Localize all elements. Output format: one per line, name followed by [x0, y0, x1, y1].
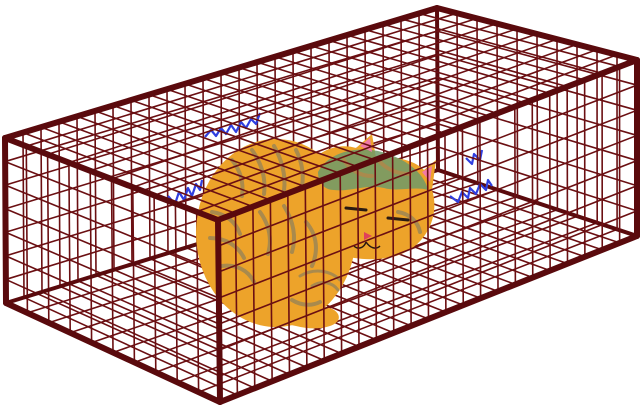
- cat-nose: [364, 232, 372, 240]
- cage-top-bar: [174, 48, 598, 205]
- cage-front-wall-bar: [479, 119, 482, 300]
- cage-floor-bar: [133, 208, 559, 364]
- cage-front-wall-bar: [339, 172, 343, 355]
- cage-left-wall-bar: [110, 178, 114, 354]
- cage-top-bar: [25, 12, 458, 147]
- cage-top-bar: [132, 38, 558, 188]
- cage-front-wall-bar: [409, 145, 412, 327]
- cage-frame-edge: [2, 5, 440, 141]
- cage-right-wall-bar: [516, 27, 519, 198]
- cage-frame-edge: [3, 300, 223, 405]
- cage-front-wall-bar: [321, 179, 326, 362]
- cage-right-wall-bar: [496, 22, 499, 191]
- cage-front-wall-bar: [426, 139, 430, 320]
- cage-back-wall-bar: [76, 115, 79, 282]
- cage-back-wall-bar: [400, 18, 403, 182]
- cage-front-wall-bar: [356, 165, 360, 348]
- cage-front-wall-bar: [234, 212, 239, 396]
- cage-top-bar: [68, 22, 498, 164]
- cage-front-wall-bar: [218, 134, 638, 299]
- cage-front-wall-bar: [374, 159, 378, 341]
- cage-left-wall-bar: [4, 184, 220, 273]
- cage-front-wall-bar: [217, 84, 638, 247]
- cage-frame-edge: [2, 135, 9, 306]
- cage-back-wall-bar: [418, 12, 421, 177]
- cage-front-wall-bar: [513, 105, 517, 286]
- cage-floor-bar: [155, 215, 579, 374]
- cage-frame-edge-back: [435, 6, 440, 172]
- cage-front-wall-bar: [218, 210, 638, 377]
- sleeping-cat-icon: [196, 134, 436, 329]
- cage-right-wall-bar: [536, 33, 539, 204]
- cage-left-wall-bar: [68, 161, 71, 334]
- cage-frame-edge: [215, 217, 223, 405]
- cage-right-wall-bar: [436, 76, 638, 137]
- cage-front-wall-bar: [461, 125, 465, 306]
- cage-right-wall-bar: [437, 146, 638, 212]
- cage-top-bar: [153, 43, 578, 197]
- cage-front-wall-bar: [444, 132, 447, 313]
- cage-right-wall-bar: [436, 30, 638, 86]
- cat-mouth: [353, 241, 381, 249]
- cage-frame-edge: [215, 57, 640, 223]
- cage-floor-bar: [197, 228, 618, 393]
- cage-back-wall-bar: [184, 83, 187, 249]
- cage-left-wall-bar: [89, 170, 93, 344]
- cage-left-wall-bar: [4, 255, 221, 351]
- cage-floor-bar: [176, 222, 599, 384]
- cat-stripes: [208, 144, 422, 307]
- tremble-line-left: [167, 179, 204, 206]
- cage-right-wall-bar: [436, 53, 638, 112]
- cage-frame-edge: [2, 135, 221, 223]
- cage-top-bar: [46, 17, 478, 156]
- cage-front-wall-bar: [391, 152, 395, 334]
- cage-left-wall-bar: [5, 278, 221, 377]
- cage-front-wall-bar: [217, 109, 638, 273]
- cage-left-wall-bar: [46, 153, 50, 324]
- tremble-line-right-lower: [449, 178, 493, 204]
- cage-front-wall-bar: [252, 205, 256, 389]
- cage-top-bar: [110, 33, 538, 180]
- cage-left-wall-bar: [174, 202, 178, 384]
- cage-back-wall-bar: [58, 120, 61, 288]
- cage-left-wall-bar: [4, 231, 220, 325]
- tremble-line-top: [204, 112, 262, 138]
- cage-back-wall-bar: [94, 110, 97, 277]
- cage-right-wall-bar: [436, 122, 638, 187]
- cage-right-wall-bar: [476, 17, 479, 184]
- cage-back-wall-bar: [4, 76, 439, 210]
- cage-right-wall-bar: [456, 12, 459, 178]
- cage-front-wall-bar: [218, 184, 638, 351]
- cage-left-wall-bar: [153, 194, 157, 374]
- cat-eye-right: [386, 216, 410, 222]
- cage-front-wall-bar: [287, 192, 291, 376]
- cat-eye-left: [344, 206, 368, 212]
- cage-frame-edge: [434, 5, 640, 63]
- cage-left-wall-bar: [25, 145, 29, 314]
- cage-top-bar: [89, 27, 518, 172]
- cage-frame-edge: [217, 233, 640, 405]
- cage-top-bar: [195, 53, 618, 213]
- cage-icon: [2, 5, 640, 405]
- cage-left-wall-bar: [4, 160, 220, 247]
- cage-left-wall-bar: [4, 207, 220, 299]
- cage-right-wall-bar: [436, 99, 638, 162]
- cage-front-wall-bar: [531, 99, 534, 279]
- cage-front-wall-bar: [304, 185, 308, 369]
- cage-front-wall-bar: [269, 199, 273, 383]
- cage-left-wall-bar: [132, 186, 136, 364]
- cage-back-wall-bar: [22, 131, 25, 299]
